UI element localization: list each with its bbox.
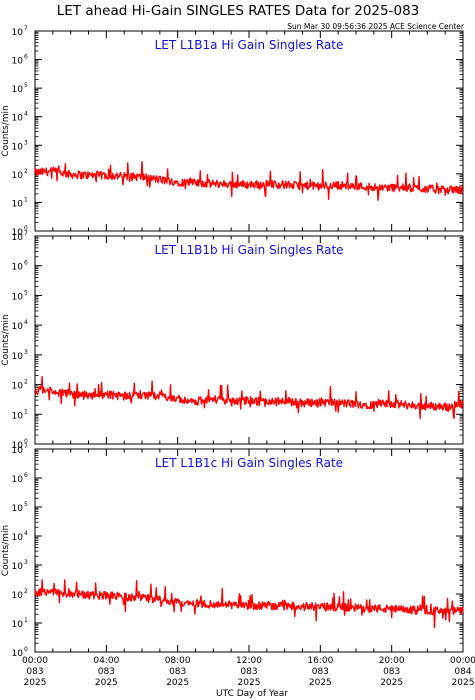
x-tick-doy: 083 <box>312 667 329 677</box>
y-tick-exponent: 0 <box>24 225 28 232</box>
y-tick-exponent: 4 <box>24 319 28 326</box>
panel-title: LET L1B1a Hi Gain Singles Rate <box>155 38 344 52</box>
y-tick-label: 10 <box>12 352 24 362</box>
y-tick-exponent: 2 <box>24 168 28 175</box>
y-tick-label: 10 <box>12 504 24 514</box>
y-axis-label: Counts/min <box>1 105 11 156</box>
timestamp: Sun Mar 30 09:56:36 2025 ACE Science Cen… <box>287 22 465 31</box>
x-tick-time: 20:00 <box>379 656 405 666</box>
y-tick-label: 10 <box>12 446 24 456</box>
y-tick-exponent: 4 <box>24 530 28 537</box>
x-tick-time: 00:00 <box>22 656 48 666</box>
y-tick-label: 10 <box>12 411 24 421</box>
y-tick-label: 10 <box>12 292 24 302</box>
figure-title: LET ahead Hi-Gain SINGLES RATES Data for… <box>57 3 420 19</box>
y-tick-exponent: 3 <box>24 349 28 356</box>
y-tick-exponent: 1 <box>24 408 28 415</box>
y-tick-label: 10 <box>12 649 24 659</box>
x-tick-doy: 083 <box>26 667 43 677</box>
series-line <box>34 160 464 202</box>
y-tick-exponent: 0 <box>24 438 28 445</box>
y-tick-exponent: 6 <box>24 472 28 479</box>
x-tick-year: 2025 <box>309 678 332 688</box>
y-tick-exponent: 2 <box>24 379 28 386</box>
y-tick-label: 10 <box>12 57 24 67</box>
y-tick-label: 10 <box>12 562 24 572</box>
y-axis-label: Counts/min <box>1 314 11 365</box>
y-tick-label: 10 <box>12 228 24 238</box>
x-axis: 00:00083202504:00083202508:00083202512:0… <box>22 656 475 688</box>
y-tick-label: 10 <box>12 475 24 485</box>
x-tick-doy: 083 <box>383 667 400 677</box>
x-tick-year: 2025 <box>24 678 47 688</box>
x-tick-doy: 084 <box>454 667 471 677</box>
x-axis-label: UTC Day of Year <box>216 689 288 699</box>
y-tick-exponent: 1 <box>24 617 28 624</box>
y-tick-exponent: 0 <box>24 646 28 653</box>
y-tick-exponent: 5 <box>24 82 28 89</box>
y-tick-exponent: 7 <box>24 443 28 450</box>
y-tick-exponent: 7 <box>24 25 28 32</box>
y-tick-label: 10 <box>12 620 24 630</box>
plot-frame <box>34 30 464 232</box>
x-tick-time: 08:00 <box>165 656 191 666</box>
series-line <box>34 579 464 629</box>
y-tick-label: 10 <box>12 85 24 95</box>
y-tick-exponent: 3 <box>24 139 28 146</box>
plot-frame <box>34 235 464 445</box>
x-tick-time: 12:00 <box>236 656 262 666</box>
y-tick-exponent: 4 <box>24 111 28 118</box>
y-tick-label: 10 <box>12 142 24 152</box>
y-tick-exponent: 1 <box>24 196 28 203</box>
y-tick-exponent: 6 <box>24 260 28 267</box>
y-tick-exponent: 7 <box>24 230 28 237</box>
y-tick-label: 10 <box>12 171 24 181</box>
x-tick-doy: 083 <box>98 667 115 677</box>
x-tick-time: 16:00 <box>307 656 333 666</box>
y-tick-label: 10 <box>12 533 24 543</box>
x-tick-year: 2025 <box>238 678 261 688</box>
y-tick-label: 10 <box>12 382 24 392</box>
panel-title: LET L1B1b Hi Gain Singles Rate <box>154 243 343 257</box>
y-tick-label: 10 <box>12 322 24 332</box>
panel-title: LET L1B1c Hi Gain Singles Rate <box>155 456 343 470</box>
x-tick-year: 2025 <box>452 678 475 688</box>
x-tick-year: 2025 <box>166 678 189 688</box>
plot-frame <box>34 448 464 653</box>
y-tick-exponent: 5 <box>24 501 28 508</box>
y-tick-exponent: 6 <box>24 54 28 61</box>
x-tick-time: 00:00 <box>450 656 475 666</box>
y-tick-label: 10 <box>12 28 24 38</box>
y-tick-label: 10 <box>12 114 24 124</box>
series-line <box>34 376 464 420</box>
x-tick-year: 2025 <box>380 678 403 688</box>
x-tick-year: 2025 <box>95 678 118 688</box>
y-tick-label: 10 <box>12 441 24 451</box>
y-axis-label: Counts/min <box>1 525 11 576</box>
x-tick-time: 04:00 <box>93 656 119 666</box>
x-tick-doy: 083 <box>240 667 257 677</box>
y-tick-label: 10 <box>12 233 24 243</box>
y-tick-label: 10 <box>12 591 24 601</box>
y-tick-exponent: 2 <box>24 588 28 595</box>
y-tick-exponent: 5 <box>24 289 28 296</box>
y-tick-exponent: 3 <box>24 559 28 566</box>
y-tick-label: 10 <box>12 263 24 273</box>
y-tick-label: 10 <box>12 199 24 209</box>
x-tick-doy: 083 <box>169 667 186 677</box>
